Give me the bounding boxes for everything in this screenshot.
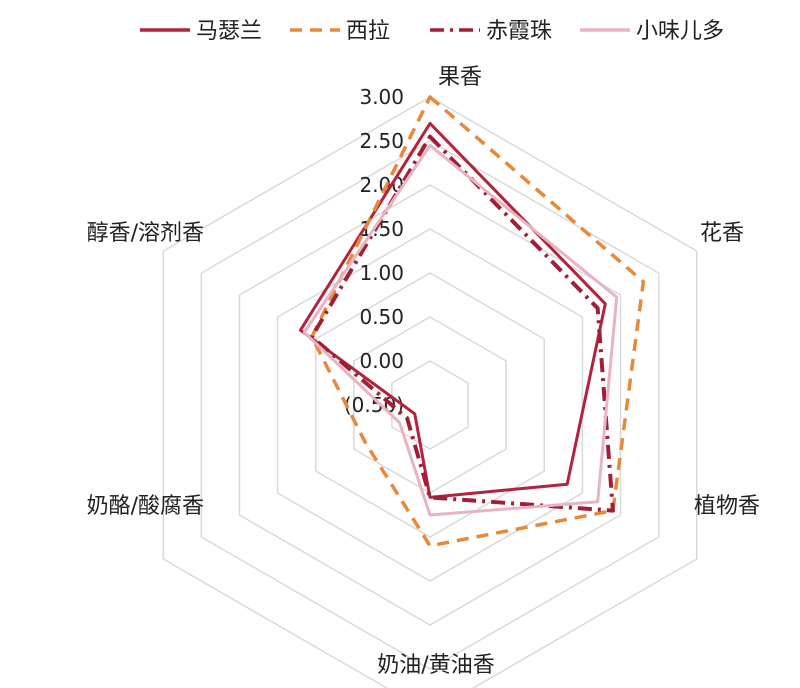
grid-ring: [200, 140, 660, 670]
radar-grid: [162, 96, 698, 688]
legend-label: 西拉: [346, 19, 390, 44]
tick-label: 1.00: [359, 261, 404, 285]
axis-label: 奶酪/酸腐香: [87, 494, 204, 519]
series-2-polygon: [310, 95, 646, 548]
grid-ring: [276, 228, 584, 582]
tick-label: 0.00: [359, 349, 404, 373]
axis-label: 植物香: [694, 494, 760, 519]
legend-label: 小味儿多: [636, 19, 724, 44]
grid-ring: [162, 96, 698, 688]
axis-label: 花香: [700, 221, 744, 246]
legend-label: 马瑟兰: [196, 19, 262, 44]
series-4-polygon: [302, 143, 619, 517]
tick-label: 0.50: [359, 305, 404, 329]
series-1-polygon: [298, 121, 607, 499]
series-3-polygon: [309, 134, 615, 513]
axis-label: 奶油/黄油香: [377, 653, 494, 678]
legend-label: 赤霞珠: [486, 19, 552, 44]
radial-tick-labels: (0.50)0.000.501.001.502.002.503.00: [344, 85, 404, 417]
grid-ring: [238, 184, 622, 626]
tick-label: 2.50: [359, 129, 404, 153]
axis-label: 醇香/溶剂香: [87, 221, 204, 246]
grid-ring: [391, 360, 469, 450]
series-polygons: [298, 95, 646, 548]
axis-label: 果香: [438, 65, 482, 90]
tick-label: 3.00: [359, 85, 404, 109]
grid-ring: [314, 272, 546, 538]
legend: 马瑟兰 西拉 赤霞珠 小味儿多: [140, 19, 724, 44]
